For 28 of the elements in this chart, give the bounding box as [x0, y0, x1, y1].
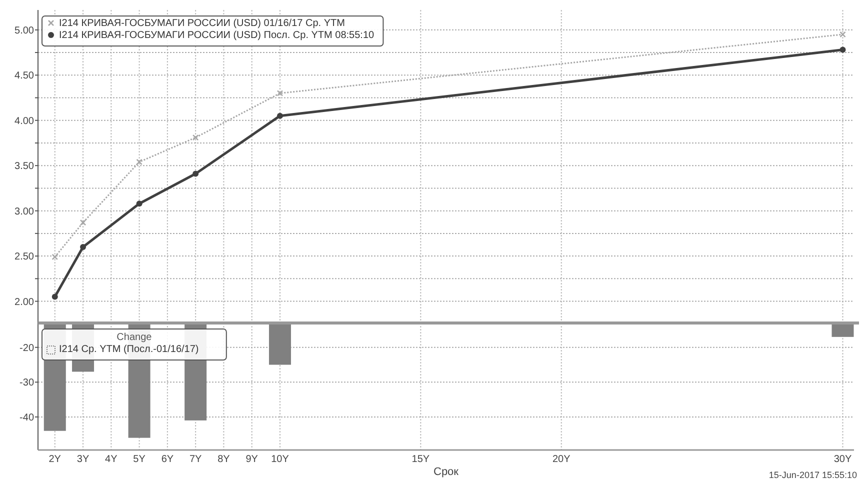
x-tick-label: 4Y — [105, 454, 118, 465]
text: 15-Jun-2017 15:55:10 — [768, 470, 857, 480]
legend-title: Change — [116, 332, 152, 343]
x-tick-label: 6Y — [161, 454, 174, 465]
x-tick-label: 30Y — [834, 454, 852, 465]
legend-label: I214 Ср. YTM (Посл.-01/16/17) — [59, 344, 199, 355]
x-tick-label: 7Y — [189, 454, 202, 465]
y-tick-label: 4.00 — [14, 116, 34, 127]
x-tick-label: 3Y — [76, 454, 90, 465]
y-tick-label: -40 — [20, 412, 34, 424]
legend-label: I214 КРИВАЯ-ГОСБУМАГИ РОССИИ (USD) 01/16/17 Ср. YTM — [59, 18, 345, 29]
x-tick-label: 8Y — [218, 454, 230, 465]
y-tick-label: -20 — [20, 342, 34, 354]
x-axis-title: Срок — [434, 466, 459, 478]
x-tick-label: 20Y — [552, 454, 571, 465]
y-tick-label: 3.50 — [14, 161, 34, 172]
legend-label: I214 КРИВАЯ-ГОСБУМАГИ РОССИИ (USD) Посл. Ср. YTM 08:55:10 — [59, 30, 375, 41]
y-tick-label: 4.50 — [14, 70, 34, 82]
y-tick-label: 2.50 — [14, 252, 34, 263]
y-tick-label: -30 — [20, 378, 34, 389]
x-tick-label: 2Y — [48, 454, 62, 465]
y-tick-label: 5.00 — [14, 25, 34, 36]
x-tick-label: 10Y — [271, 454, 290, 465]
x-tick-label: 15Y — [412, 454, 430, 465]
y-tick-label: 2.00 — [14, 296, 34, 308]
x-tick-label: 5Y — [133, 454, 146, 465]
x-tick-label: 9Y — [246, 454, 258, 465]
y-tick-label: 3.00 — [14, 206, 34, 218]
